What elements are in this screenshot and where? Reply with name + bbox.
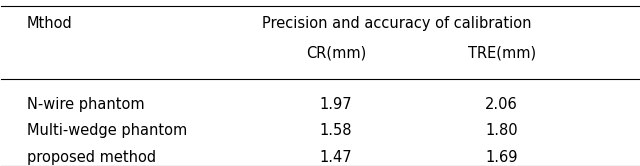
Text: Mthod: Mthod — [27, 16, 72, 31]
Text: 2.06: 2.06 — [485, 97, 518, 112]
Text: 1.69: 1.69 — [485, 150, 518, 165]
Text: CR(mm): CR(mm) — [306, 45, 366, 60]
Text: proposed method: proposed method — [27, 150, 156, 165]
Text: 1.58: 1.58 — [320, 123, 352, 138]
Text: Precision and accuracy of calibration: Precision and accuracy of calibration — [262, 16, 531, 31]
Text: TRE(mm): TRE(mm) — [468, 45, 536, 60]
Text: 1.97: 1.97 — [319, 97, 352, 112]
Text: Multi-wedge phantom: Multi-wedge phantom — [27, 123, 187, 138]
Text: N-wire phantom: N-wire phantom — [27, 97, 145, 112]
Text: 1.47: 1.47 — [319, 150, 352, 165]
Text: 1.80: 1.80 — [485, 123, 518, 138]
